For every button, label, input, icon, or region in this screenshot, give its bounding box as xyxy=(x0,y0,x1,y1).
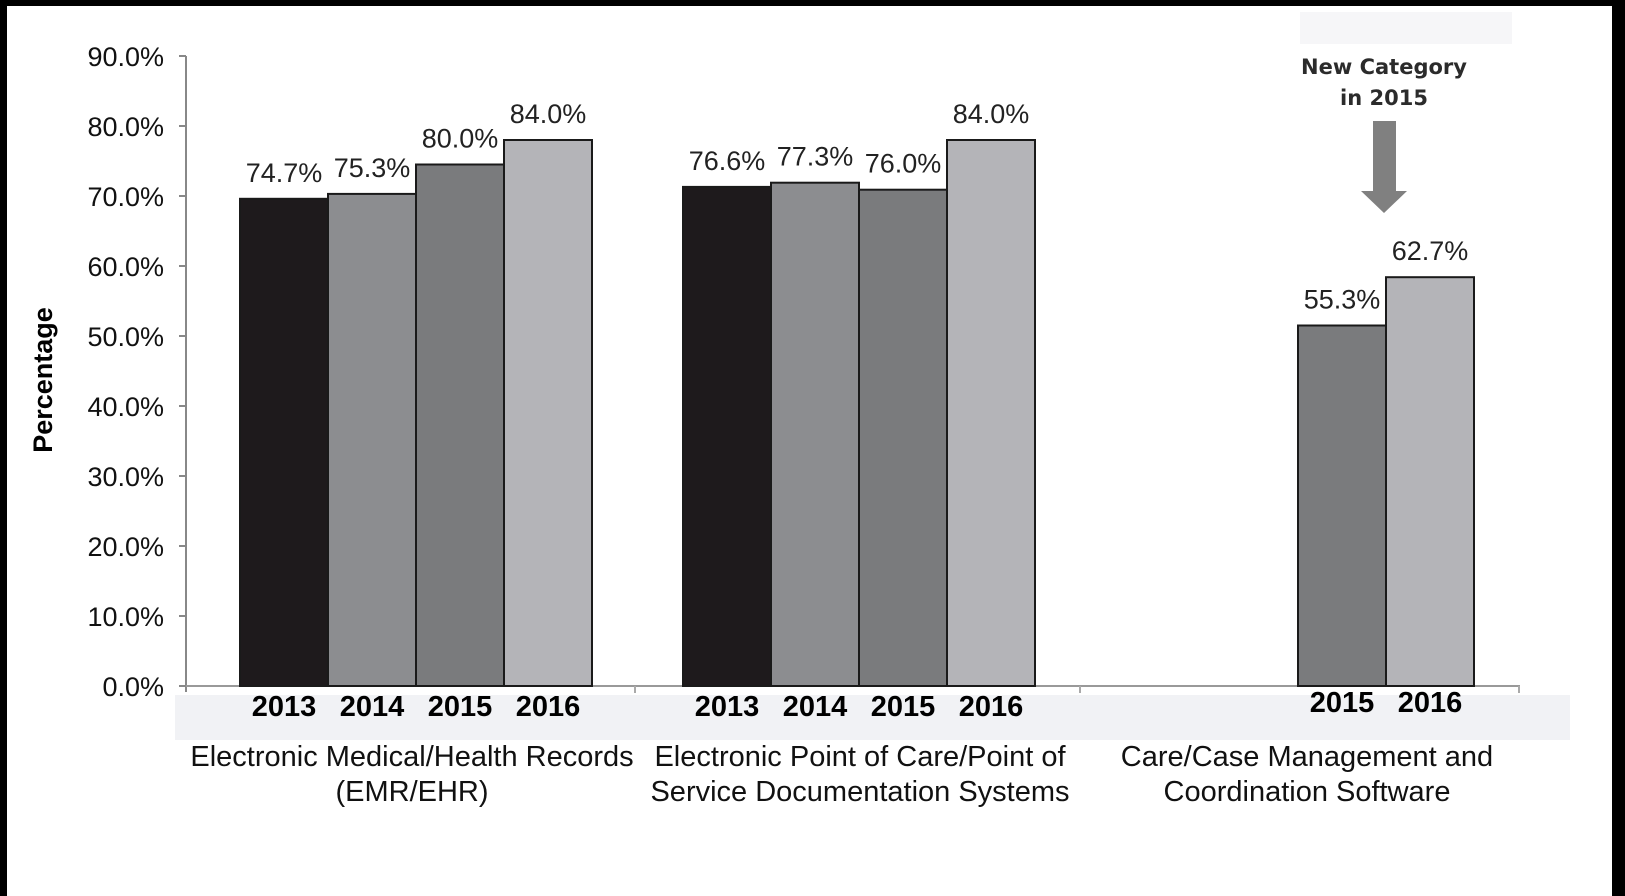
y-axis-title: Percentage xyxy=(28,307,58,453)
data-label: 80.0% xyxy=(422,124,499,154)
bar xyxy=(503,139,593,687)
year-label-band xyxy=(175,695,1570,740)
y-tick-label: 40.0% xyxy=(87,392,164,422)
annotation-text: in 2015 xyxy=(1340,86,1428,110)
bar xyxy=(1385,276,1475,687)
data-label: 76.6% xyxy=(689,146,766,176)
bar xyxy=(682,185,772,687)
category-label: Electronic Point of Care/Point of xyxy=(654,741,1066,773)
x-tick-label: 2013 xyxy=(252,691,317,723)
bar xyxy=(858,188,948,687)
x-tick-label: 2013 xyxy=(695,691,760,723)
y-tick-label: 50.0% xyxy=(87,322,164,352)
data-label: 74.7% xyxy=(246,158,323,188)
y-tick-label: 60.0% xyxy=(87,252,164,282)
chart-frame: 0.0% 10.0% 20.0% 30.0% 40.0% 50.0% 60.0% 70.0% 8… xyxy=(7,6,1612,896)
data-label: 76.0% xyxy=(865,149,942,179)
y-tick-label: 90.0% xyxy=(87,42,164,72)
bar xyxy=(946,139,1036,687)
y-tick-label: 10.0% xyxy=(87,602,164,632)
x-tick-label: 2015 xyxy=(1310,687,1375,719)
y-tick-label: 80.0% xyxy=(87,112,164,142)
data-label: 84.0% xyxy=(510,99,587,129)
category-label: Service Documentation Systems xyxy=(650,776,1069,808)
data-label: 55.3% xyxy=(1304,285,1381,315)
category-label: Coordination Software xyxy=(1164,776,1451,808)
bar xyxy=(1297,324,1387,687)
x-tick-label: 2014 xyxy=(340,691,405,723)
category-label: Care/Case Management and xyxy=(1121,741,1493,773)
category-label: (EMR/EHR) xyxy=(335,776,488,808)
y-tick-label: 0.0% xyxy=(102,672,164,702)
x-tick-label: 2015 xyxy=(428,691,493,723)
y-tick-label: 20.0% xyxy=(87,532,164,562)
category-label: Electronic Medical/Health Records xyxy=(190,741,633,773)
annotation-text: New Category xyxy=(1301,55,1467,79)
data-label: 84.0% xyxy=(953,99,1030,129)
bar xyxy=(415,163,505,687)
bar xyxy=(239,197,329,688)
data-label: 77.3% xyxy=(777,142,854,172)
annotation-band xyxy=(1300,12,1512,44)
down-arrow-icon xyxy=(1361,121,1407,213)
bar xyxy=(770,181,860,687)
data-label: 75.3% xyxy=(334,153,411,183)
x-tick-label: 2016 xyxy=(516,691,581,723)
bar-chart: 0.0% 10.0% 20.0% 30.0% 40.0% 50.0% 60.0% 70.0% 8… xyxy=(28,12,1570,808)
x-tick-label: 2016 xyxy=(1398,687,1463,719)
y-tick-label: 70.0% xyxy=(87,182,164,212)
x-tick-label: 2014 xyxy=(783,691,848,723)
y-tick-label: 30.0% xyxy=(87,462,164,492)
data-label: 62.7% xyxy=(1392,236,1469,266)
x-tick-label: 2015 xyxy=(871,691,936,723)
x-tick-label: 2016 xyxy=(959,691,1024,723)
bar xyxy=(327,192,417,687)
